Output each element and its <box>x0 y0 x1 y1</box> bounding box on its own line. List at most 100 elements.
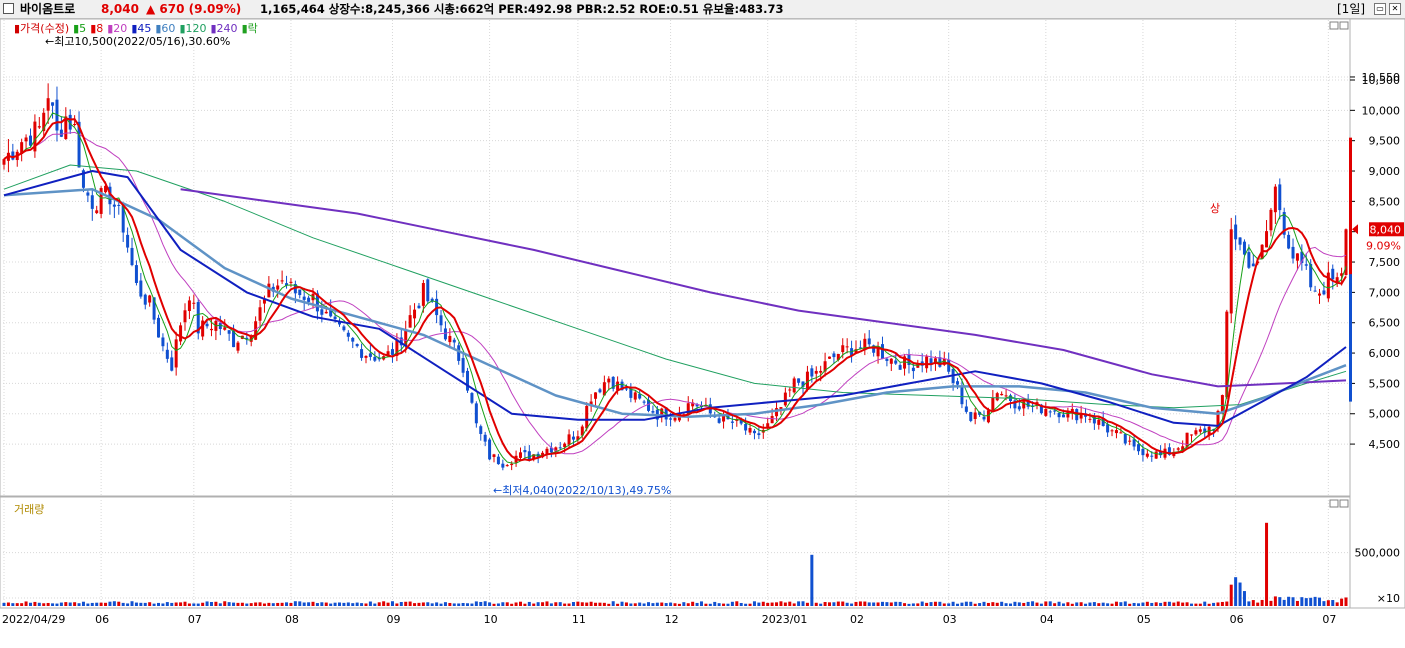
volume-bar-50 <box>223 601 227 606</box>
x-tick-label-8: 2023/01 <box>762 613 808 626</box>
volume-bar-26 <box>117 601 121 606</box>
candle-body-182 <box>805 371 809 390</box>
volume-bar-213 <box>942 603 946 606</box>
volume-bar-118 <box>523 603 527 606</box>
volume-bar-60 <box>267 602 271 606</box>
panel-control-icon-3 <box>1339 499 1349 508</box>
volume-bar-14 <box>64 602 68 606</box>
candle-body-283 <box>1251 263 1255 267</box>
volume-bar-208 <box>920 601 924 606</box>
volume-bar-75 <box>333 602 337 606</box>
volume-bar-121 <box>536 602 540 606</box>
volume-bar-72 <box>320 602 324 606</box>
volume-bar-247 <box>1092 602 1096 606</box>
volume-bar-198 <box>876 602 880 606</box>
candle-body-49 <box>218 322 222 329</box>
candle-body-109 <box>483 434 487 442</box>
volume-bar-139 <box>616 603 620 606</box>
volume-bar-11 <box>51 603 55 606</box>
volume-bar-218 <box>964 601 968 606</box>
maximize-icon[interactable]: ▭ <box>1374 3 1386 15</box>
volume-bar-189 <box>836 601 840 606</box>
candle-body-152 <box>673 418 677 421</box>
x-tick-label-13: 06 <box>1230 613 1244 626</box>
candle-body-69 <box>307 297 311 302</box>
volume-bar-131 <box>580 602 584 606</box>
candle-body-183 <box>810 368 814 377</box>
volume-bar-238 <box>1053 603 1057 606</box>
select-checkbox[interactable] <box>3 3 14 14</box>
price-tick-label-0: 10,550 <box>1362 71 1401 84</box>
volume-bar-45 <box>201 602 205 606</box>
candle-body-114 <box>505 465 509 467</box>
volume-bar-244 <box>1079 602 1083 606</box>
candle-body-134 <box>594 392 598 399</box>
candle-body-58 <box>258 307 262 321</box>
volume-bar-8 <box>37 602 41 606</box>
current-price-box <box>1369 222 1404 237</box>
candle-body-211 <box>933 358 937 365</box>
candle-body-87 <box>386 351 390 356</box>
volume-bar-67 <box>298 601 302 606</box>
volume-bar-300 <box>1326 600 1330 606</box>
volume-bar-214 <box>947 603 951 606</box>
candle-body-235 <box>1039 404 1043 414</box>
period-selector[interactable]: [1일] <box>1337 2 1366 16</box>
volume-bar-110 <box>488 602 492 606</box>
volume-bar-78 <box>346 602 350 606</box>
candle-body-39 <box>174 339 178 368</box>
candle-body-29 <box>130 247 134 266</box>
volume-bar-113 <box>501 602 505 606</box>
volume-bar-49 <box>218 603 222 606</box>
candle-body-275 <box>1216 410 1220 429</box>
volume-bar-97 <box>430 603 434 606</box>
volume-bar-127 <box>563 603 567 606</box>
volume-bar-41 <box>183 601 187 606</box>
candle-body-11 <box>51 102 55 106</box>
volume-bar-6 <box>28 602 32 606</box>
candle-body-42 <box>187 300 191 312</box>
volume-bar-301 <box>1331 600 1335 606</box>
volume-bar-245 <box>1084 603 1088 606</box>
candle-body-303 <box>1340 273 1344 276</box>
candle-body-244 <box>1079 413 1083 419</box>
volume-bar-53 <box>236 602 240 606</box>
volume-bar-226 <box>1000 601 1004 606</box>
candle-body-280 <box>1238 237 1242 245</box>
volume-bar-93 <box>413 603 417 606</box>
price-tick-label-13: 4,500 <box>1369 438 1401 451</box>
price-panel-frame <box>0 18 1351 497</box>
volume-bar-96 <box>426 602 430 606</box>
volume-bar-65 <box>289 602 293 606</box>
volume-bar-101 <box>448 602 452 606</box>
volume-bar-83 <box>368 601 372 606</box>
high-annotation: ←최고10,500(2022/05/16),30.60% <box>45 35 230 48</box>
candle-body-5 <box>24 137 28 142</box>
volume-bar-190 <box>841 601 845 606</box>
volume-bar-199 <box>880 601 884 606</box>
candle-body-31 <box>139 280 143 297</box>
candle-body-97 <box>430 298 434 302</box>
volume-bar-282 <box>1247 601 1251 606</box>
candle-body-167 <box>739 419 743 424</box>
candle-body-120 <box>532 454 536 460</box>
volume-bar-254 <box>1123 601 1127 606</box>
candle-body-262 <box>1159 450 1163 456</box>
volume-bar-102 <box>452 603 456 606</box>
panel-control-icon-0 <box>1329 21 1339 30</box>
candle-body-209 <box>925 356 929 369</box>
candle-body-133 <box>589 401 593 407</box>
day-range-down <box>1349 274 1352 402</box>
candle-body-92 <box>408 315 412 328</box>
volume-bar-40 <box>179 602 183 606</box>
volume-bar-107 <box>474 601 478 606</box>
candle-body-286 <box>1265 231 1269 248</box>
candle-body-197 <box>872 345 876 353</box>
candle-body-13 <box>59 129 63 137</box>
volume-bar-135 <box>598 602 602 606</box>
volume-bar-0 <box>2 602 6 606</box>
close-icon[interactable]: ✕ <box>1389 3 1401 15</box>
candle-body-207 <box>916 363 920 368</box>
candle-body-88 <box>390 349 394 355</box>
